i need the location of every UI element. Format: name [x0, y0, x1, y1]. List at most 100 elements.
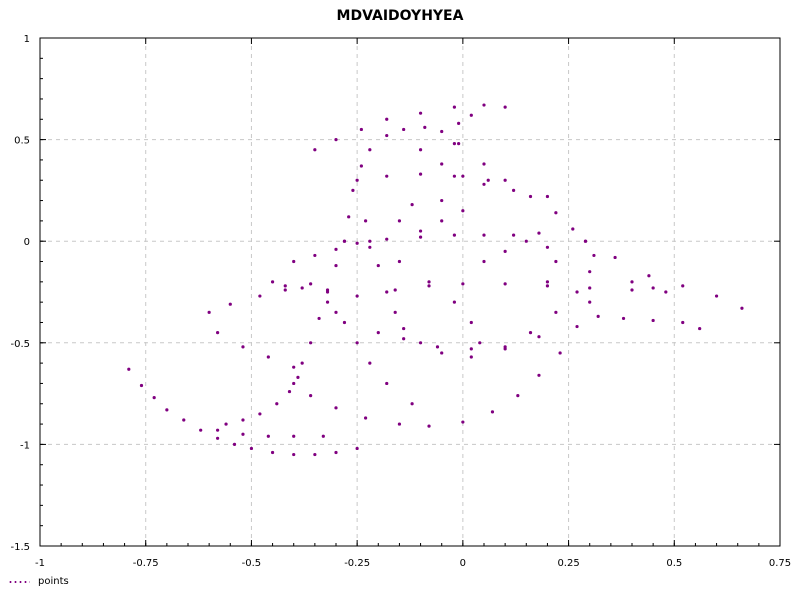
data-point: [385, 237, 389, 241]
data-point: [469, 347, 473, 351]
data-point: [651, 318, 655, 323]
data-point: [503, 282, 507, 286]
data-point: [309, 282, 313, 286]
data-point: [325, 288, 330, 292]
data-point: [228, 302, 232, 306]
data-point: [309, 394, 313, 398]
data-point: [503, 178, 507, 182]
data-point: [241, 345, 245, 349]
data-point: [313, 452, 317, 457]
data-point: [292, 365, 296, 369]
data-point: [478, 341, 482, 345]
y-tick-label: -1.5: [10, 542, 30, 553]
data-point: [355, 241, 359, 245]
x-tick-label: -0.5: [242, 558, 262, 569]
legend-marker: [8, 579, 30, 584]
data-point: [266, 434, 270, 438]
data-point: [309, 341, 313, 345]
y-tick-label: 1: [24, 34, 30, 45]
data-points: [127, 103, 744, 457]
data-point: [528, 194, 533, 199]
data-point: [482, 259, 486, 264]
data-point: [503, 249, 507, 253]
data-point: [554, 259, 558, 264]
data-point: [571, 227, 575, 231]
data-point: [554, 310, 558, 314]
data-point: [216, 331, 220, 335]
data-point: [427, 284, 431, 288]
data-point: [418, 148, 423, 152]
data-point: [440, 162, 444, 166]
data-point: [588, 286, 592, 290]
data-point: [440, 219, 444, 223]
data-point: [393, 288, 397, 292]
x-tick-label: -0.25: [344, 558, 370, 569]
data-point: [440, 198, 444, 203]
data-point: [613, 255, 617, 260]
data-point: [292, 259, 296, 264]
data-point: [740, 306, 744, 310]
data-point: [511, 233, 516, 237]
data-point: [537, 373, 541, 377]
data-point: [651, 286, 655, 290]
data-point: [402, 326, 406, 331]
y-tick-label: -1: [20, 440, 30, 451]
data-point: [427, 424, 431, 428]
data-point: [359, 127, 363, 132]
x-tick-label: 0: [460, 558, 466, 569]
data-point: [435, 345, 440, 349]
data-point: [355, 341, 359, 345]
data-point: [410, 203, 414, 207]
data-point: [355, 446, 359, 451]
data-point: [575, 324, 579, 329]
data-point: [461, 420, 465, 424]
legend: points: [8, 576, 69, 587]
x-tick-label: -0.75: [133, 558, 159, 569]
data-point: [313, 148, 317, 152]
data-point: [139, 383, 144, 388]
data-point: [440, 351, 444, 355]
data-point: [258, 294, 262, 298]
data-point: [207, 310, 211, 314]
data-point: [457, 142, 461, 146]
data-point: [469, 320, 473, 325]
data-point: [461, 209, 465, 213]
data-point: [630, 280, 634, 284]
data-point: [516, 394, 520, 398]
data-point: [402, 127, 406, 132]
data-point: [355, 294, 359, 298]
data-point: [334, 310, 338, 314]
axes: -1 -0.75 -0.5 -0.25 0 0.25 0.5 0.7510.50-0.5-1-…: [10, 34, 791, 569]
data-point: [292, 452, 296, 457]
data-point: [630, 288, 634, 292]
data-point: [249, 446, 254, 451]
data-point: [621, 316, 626, 321]
data-point: [165, 408, 169, 412]
data-point: [461, 282, 465, 286]
data-point: [334, 138, 338, 142]
data-point: [385, 290, 389, 294]
data-point: [457, 121, 461, 125]
data-point: [558, 351, 562, 355]
data-point: [452, 174, 456, 178]
data-point: [554, 211, 558, 215]
data-point: [355, 178, 359, 182]
grid-lines: [40, 38, 780, 546]
data-point: [385, 381, 389, 386]
data-point: [503, 345, 507, 349]
data-point: [545, 280, 550, 284]
chart-title: MDVAIDOYHYEA: [337, 8, 464, 24]
data-point: [283, 288, 287, 292]
data-point: [232, 442, 237, 446]
data-point: [397, 259, 402, 264]
data-point: [588, 270, 592, 274]
data-point: [393, 310, 397, 314]
data-point: [528, 331, 533, 335]
data-point: [490, 410, 495, 414]
data-point: [524, 239, 528, 243]
data-point: [334, 247, 338, 251]
data-point: [452, 300, 456, 304]
data-point: [482, 233, 486, 237]
data-point: [583, 239, 588, 243]
